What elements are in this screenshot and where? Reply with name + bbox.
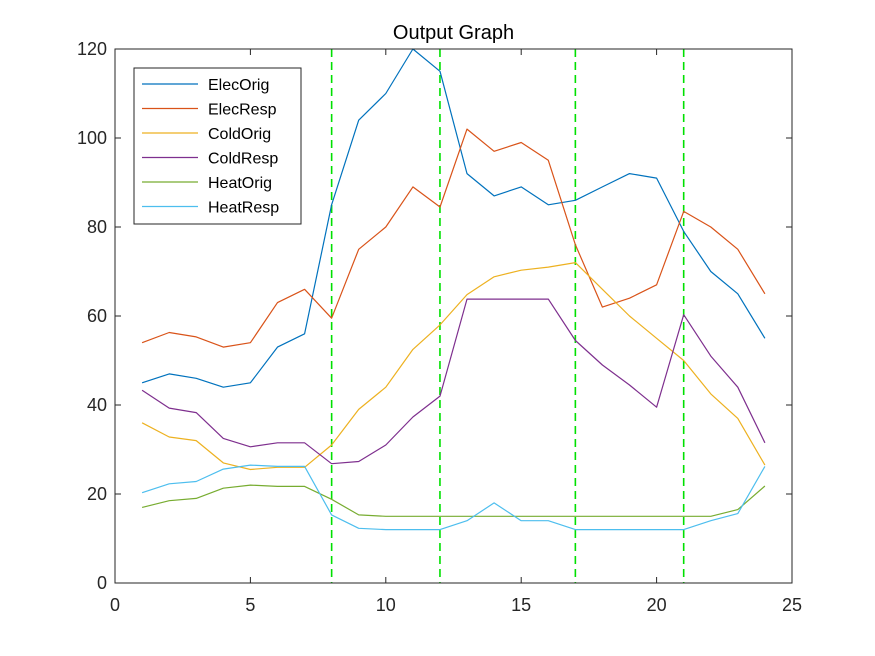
y-tick-label: 40	[87, 395, 107, 415]
series-line-coldresp	[141, 298, 766, 465]
legend-label-heatresp: HeatResp	[208, 200, 279, 217]
y-tick-label: 20	[87, 484, 107, 504]
legend-label-coldorig: ColdOrig	[208, 126, 271, 143]
x-tick-label: 25	[782, 595, 802, 615]
x-tick-label: 20	[647, 595, 667, 615]
legend-label-elecorig: ElecOrig	[208, 77, 269, 94]
series-lines	[141, 48, 766, 531]
legend-label-elecresp: ElecResp	[208, 102, 277, 119]
legend-box	[133, 67, 302, 225]
chart-title: Output Graph	[393, 22, 514, 44]
y-tick-label: 0	[97, 573, 107, 593]
y-tick-label: 60	[87, 306, 107, 326]
x-tick-label: 0	[110, 595, 120, 615]
series-line-heatorig	[141, 484, 766, 517]
x-tick-label: 5	[245, 595, 255, 615]
axis-ticks: 0 5 10 15 20 25 0 20 40 60 80 100 120	[77, 39, 802, 615]
y-tick-label: 80	[87, 217, 107, 237]
legend: ElecOrig ElecResp ColdOrig ColdResp HeatOrig…	[133, 67, 302, 225]
y-tick-label: 120	[77, 39, 107, 59]
y-tick-label: 100	[77, 128, 107, 148]
series-line-heatresp	[141, 464, 766, 531]
series-line-coldorig	[141, 262, 766, 471]
x-tick-label: 15	[511, 595, 531, 615]
legend-label-coldresp: ColdResp	[208, 151, 278, 168]
x-tick-label: 10	[376, 595, 396, 615]
series-line-elecresp	[141, 128, 766, 348]
legend-label-heatorig: HeatOrig	[208, 175, 272, 192]
series-line-elecorig	[141, 48, 766, 388]
